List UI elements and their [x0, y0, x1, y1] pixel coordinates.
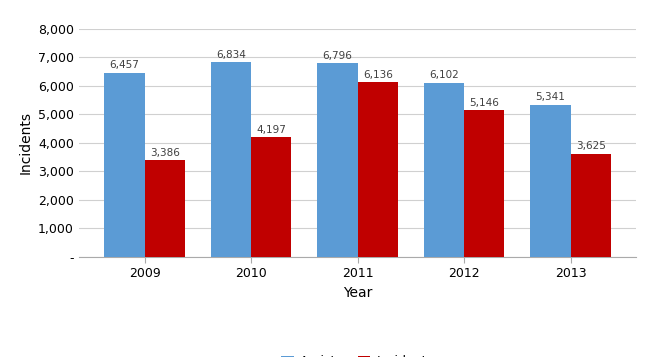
- Text: 6,834: 6,834: [216, 50, 246, 60]
- Text: 6,102: 6,102: [429, 70, 459, 80]
- Bar: [464, 110, 504, 257]
- Y-axis label: Incidents: Incidents: [18, 111, 32, 174]
- Bar: [530, 105, 571, 257]
- Text: 6,796: 6,796: [322, 51, 352, 61]
- Legend: Assists, Incidents: Assists, Incidents: [276, 350, 439, 357]
- Text: 5,341: 5,341: [535, 92, 565, 102]
- Bar: [144, 160, 185, 257]
- Text: 4,197: 4,197: [256, 125, 286, 135]
- Text: 6,457: 6,457: [110, 60, 139, 70]
- Bar: [424, 83, 464, 257]
- Bar: [104, 72, 144, 257]
- Bar: [211, 62, 251, 257]
- Bar: [358, 82, 398, 257]
- Bar: [251, 137, 291, 257]
- Text: 6,136: 6,136: [363, 70, 393, 80]
- X-axis label: Year: Year: [343, 286, 372, 300]
- Text: 3,625: 3,625: [576, 141, 605, 151]
- Text: 3,386: 3,386: [150, 148, 180, 158]
- Bar: [571, 154, 611, 257]
- Text: 5,146: 5,146: [469, 98, 499, 108]
- Bar: [317, 63, 358, 257]
